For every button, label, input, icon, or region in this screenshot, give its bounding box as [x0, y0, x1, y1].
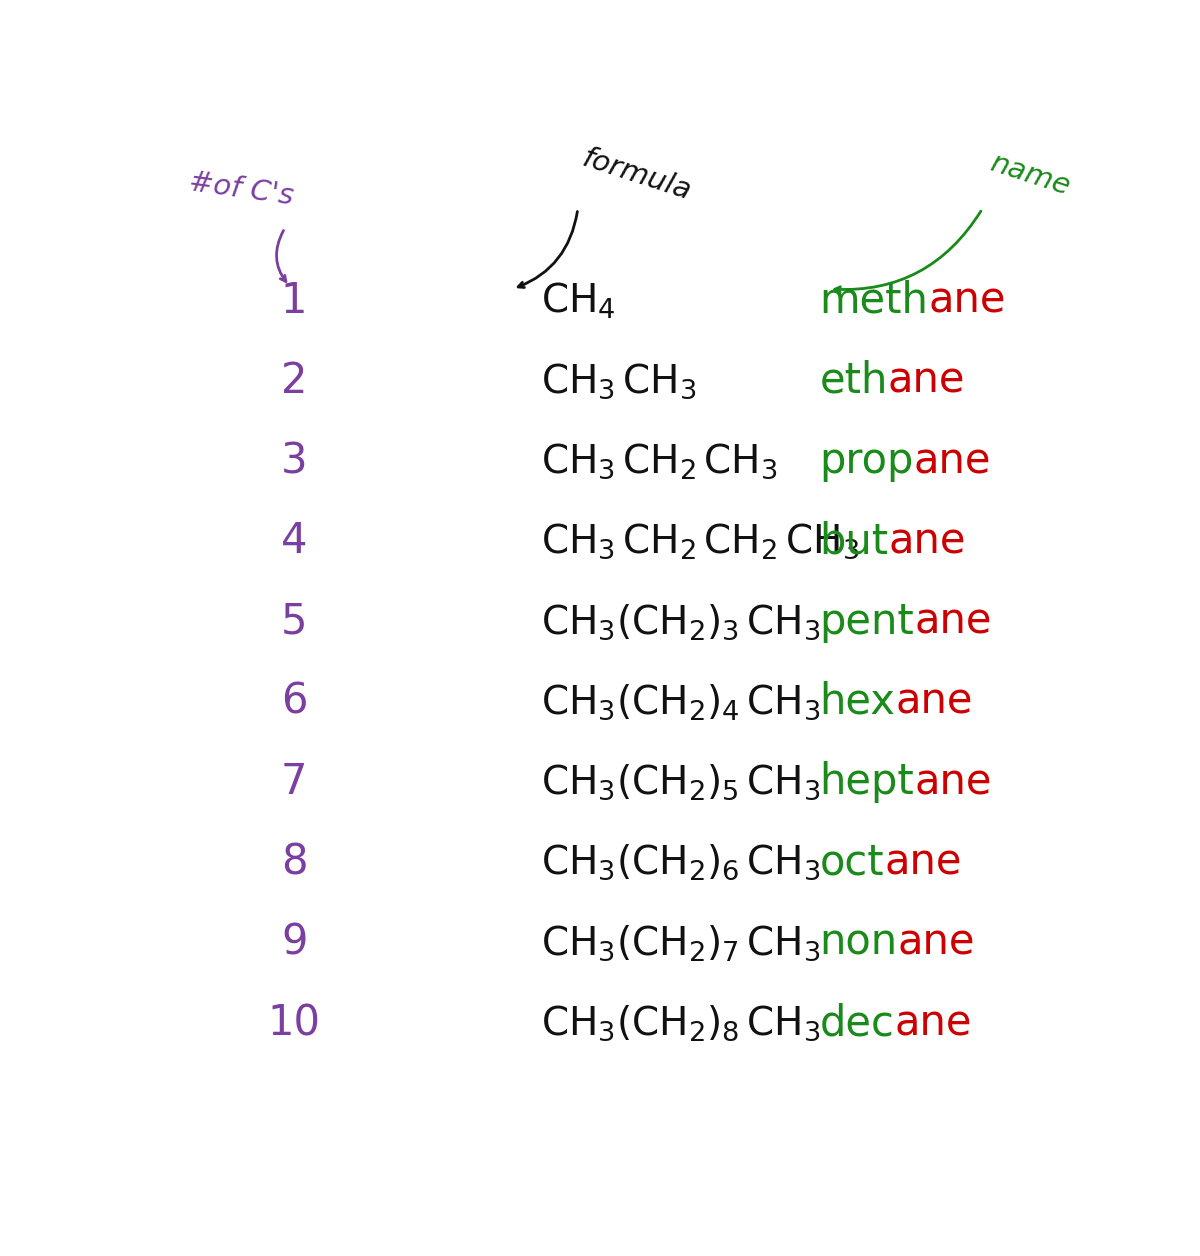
- Text: ane: ane: [895, 681, 973, 723]
- Text: 3: 3: [281, 440, 307, 482]
- Text: #of C's: #of C's: [187, 168, 295, 211]
- Text: $\mathregular{CH_3(CH_2)_4\,CH_3}$: $\mathregular{CH_3(CH_2)_4\,CH_3}$: [540, 682, 820, 722]
- Text: non: non: [820, 922, 898, 963]
- Text: 1: 1: [281, 280, 307, 322]
- Text: 2: 2: [281, 360, 307, 402]
- Text: ane: ane: [884, 842, 961, 883]
- Text: pent: pent: [820, 600, 914, 643]
- Text: 7: 7: [281, 761, 307, 804]
- Text: but: but: [820, 520, 889, 563]
- Text: 5: 5: [281, 600, 307, 643]
- Text: $\mathregular{CH_4}$: $\mathregular{CH_4}$: [540, 280, 616, 320]
- Text: $\mathregular{CH_3\,CH_2\,CH_2\,CH_3}$: $\mathregular{CH_3\,CH_2\,CH_2\,CH_3}$: [540, 521, 859, 561]
- Text: oct: oct: [820, 842, 884, 883]
- Text: ane: ane: [889, 520, 966, 563]
- Text: dec: dec: [820, 1002, 894, 1044]
- Text: prop: prop: [820, 440, 914, 482]
- Text: ane: ane: [894, 1002, 972, 1044]
- Text: $\mathregular{CH_3(CH_2)_6\,CH_3}$: $\mathregular{CH_3(CH_2)_6\,CH_3}$: [540, 843, 820, 882]
- Text: hex: hex: [820, 681, 895, 723]
- Text: formula: formula: [578, 144, 694, 206]
- Text: 10: 10: [268, 1002, 320, 1044]
- Text: 8: 8: [281, 842, 307, 883]
- Text: ane: ane: [914, 761, 992, 804]
- Text: eth: eth: [820, 360, 888, 402]
- Text: $\mathregular{CH_3\,CH_2\,CH_3}$: $\mathregular{CH_3\,CH_2\,CH_3}$: [540, 441, 778, 481]
- Text: name: name: [986, 148, 1074, 201]
- Text: ane: ane: [914, 600, 992, 643]
- Text: ane: ane: [898, 922, 976, 963]
- Text: meth: meth: [820, 280, 929, 322]
- Text: $\mathregular{CH_3\,CH_3}$: $\mathregular{CH_3\,CH_3}$: [540, 360, 696, 401]
- Text: $\mathregular{CH_3(CH_2)_8\,CH_3}$: $\mathregular{CH_3(CH_2)_8\,CH_3}$: [540, 1004, 820, 1042]
- Text: 6: 6: [281, 681, 307, 723]
- Text: hept: hept: [820, 761, 914, 804]
- Text: $\mathregular{CH_3(CH_2)_3\,CH_3}$: $\mathregular{CH_3(CH_2)_3\,CH_3}$: [540, 602, 820, 642]
- Text: 4: 4: [281, 520, 307, 563]
- Text: $\mathregular{CH_3(CH_2)_7\,CH_3}$: $\mathregular{CH_3(CH_2)_7\,CH_3}$: [540, 923, 820, 962]
- Text: ane: ane: [929, 280, 1006, 322]
- Text: $\mathregular{CH_3(CH_2)_5\,CH_3}$: $\mathregular{CH_3(CH_2)_5\,CH_3}$: [540, 762, 820, 803]
- Text: ane: ane: [914, 440, 991, 482]
- Text: ane: ane: [888, 360, 966, 402]
- Text: 9: 9: [281, 922, 307, 963]
